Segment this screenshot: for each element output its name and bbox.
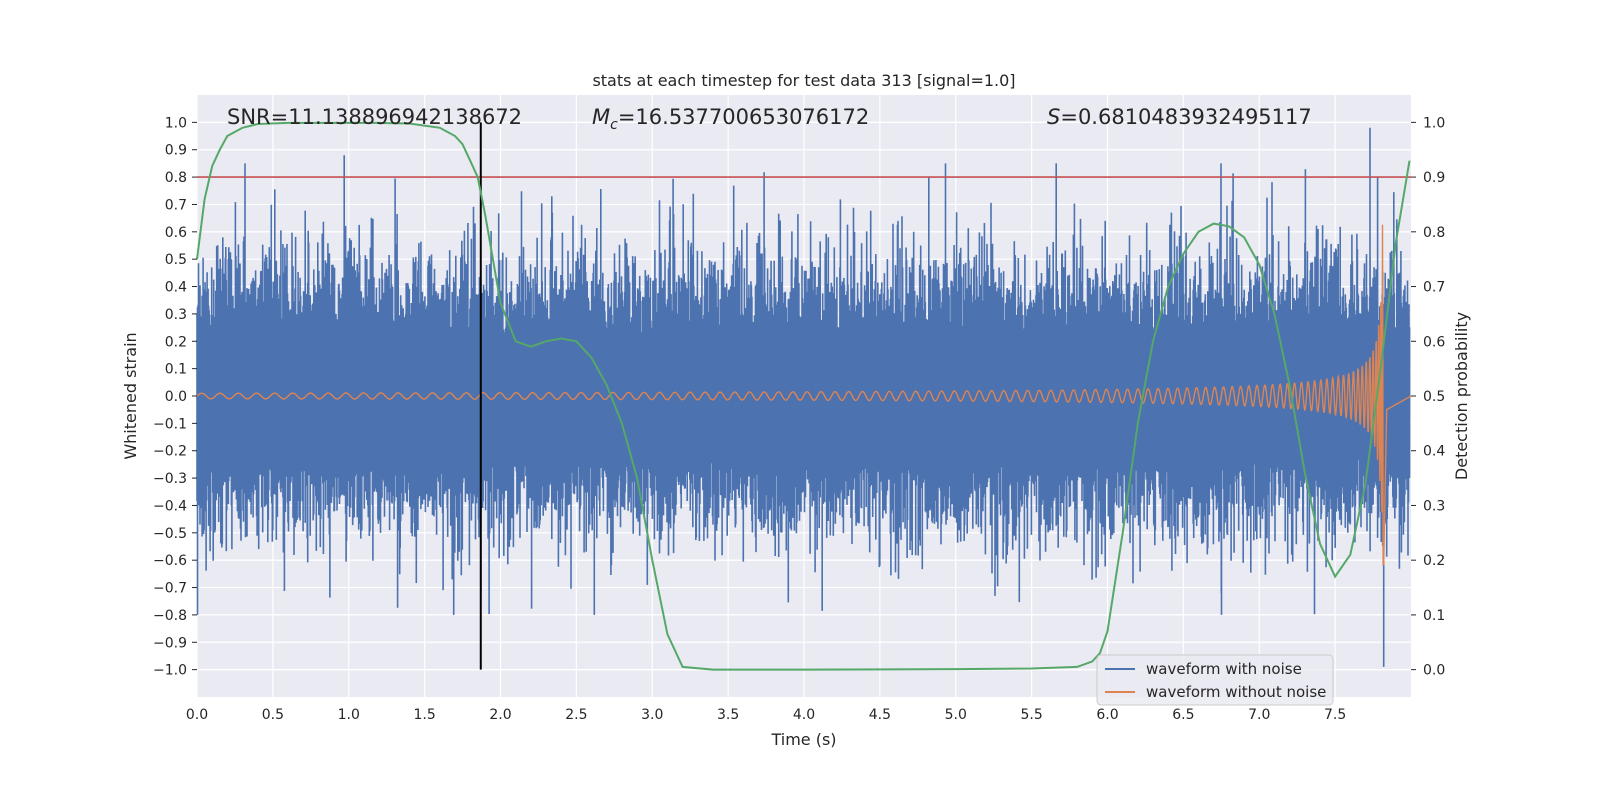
y-tick-label-left: −0.6 bbox=[153, 553, 187, 569]
x-tick-label: 2.5 bbox=[565, 707, 587, 723]
y-axis-label-right: Detection probability bbox=[1452, 312, 1471, 480]
s-value: =0.6810483932495117 bbox=[1060, 105, 1311, 129]
y-tick-label-left: −0.1 bbox=[153, 416, 187, 432]
x-tick-label: 1.0 bbox=[338, 707, 360, 723]
legend-label-noise: waveform with noise bbox=[1146, 660, 1302, 678]
legend-label-clean: waveform without noise bbox=[1146, 683, 1326, 701]
y-tick-label-left: −0.5 bbox=[153, 526, 187, 542]
x-tick-label: 7.0 bbox=[1248, 707, 1270, 723]
y-tick-label-left: 0.3 bbox=[165, 307, 187, 323]
noisy-waveform-band bbox=[197, 341, 1410, 457]
y-tick-label-right: 0.5 bbox=[1423, 389, 1445, 405]
y-tick-label-right: 0.6 bbox=[1423, 334, 1445, 350]
y-tick-label-right: 0.1 bbox=[1423, 608, 1445, 624]
series-waveform-with-noise bbox=[196, 127, 1411, 667]
legend-box bbox=[1096, 654, 1334, 706]
y-tick-label-left: 0.7 bbox=[165, 197, 187, 213]
y-tick-label-left: 0.9 bbox=[165, 143, 187, 159]
y-tick-label-right: 0.0 bbox=[1423, 663, 1445, 679]
x-tick-label: 5.5 bbox=[1020, 707, 1042, 723]
y-tick-label-right: 1.0 bbox=[1423, 115, 1445, 131]
mc-subscript: c bbox=[610, 117, 618, 133]
y-tick-label-right: 0.8 bbox=[1423, 225, 1445, 241]
mc-symbol: M bbox=[592, 105, 610, 129]
y-ticks-left: 1.0 0.9 0.8 0.7 0.6 0.5 0.4 0.3 0.2 0.1 0.0 −0.1 −0.… bbox=[153, 115, 197, 679]
s-symbol: S bbox=[1047, 105, 1060, 129]
y-tick-label-left: −0.4 bbox=[153, 498, 187, 514]
y-tick-label-left: 0.5 bbox=[165, 252, 187, 268]
y-tick-label-left: 0.0 bbox=[165, 389, 187, 405]
legend: waveform with noise waveform without noi… bbox=[1096, 654, 1334, 706]
s-annotation: S=0.6810483932495117 bbox=[1047, 105, 1312, 129]
snr-annotation: SNR=11.138896942138672 bbox=[227, 105, 522, 129]
y-tick-label-left: −0.2 bbox=[153, 444, 187, 460]
x-axis-label: Time (s) bbox=[770, 730, 836, 749]
x-tick-label: 5.0 bbox=[945, 707, 967, 723]
x-tick-label: 6.5 bbox=[1172, 707, 1194, 723]
x-tick-label: 1.5 bbox=[413, 707, 435, 723]
y-tick-label-right: 0.3 bbox=[1423, 498, 1445, 514]
y-tick-label-left: −0.8 bbox=[153, 608, 187, 624]
x-tick-label: 0.0 bbox=[186, 707, 208, 723]
y-tick-label-right: 0.7 bbox=[1423, 280, 1445, 296]
y-tick-label-left: −0.3 bbox=[153, 471, 187, 487]
x-ticks: 0.0 0.5 1.0 1.5 2.0 2.5 3.0 3.5 4.0 4.5 5.0 5.5 6.0 6… bbox=[186, 707, 1346, 723]
chart-title: stats at each timestep for test data 313… bbox=[592, 71, 1015, 90]
x-tick-label: 3.0 bbox=[641, 707, 663, 723]
x-tick-label: 4.5 bbox=[869, 707, 891, 723]
y-tick-label-left: 0.4 bbox=[165, 280, 187, 296]
y-tick-label-right: 0.9 bbox=[1423, 170, 1445, 186]
y-tick-label-left: 0.1 bbox=[165, 362, 187, 378]
x-tick-label: 4.0 bbox=[793, 707, 815, 723]
y-tick-label-left: −1.0 bbox=[153, 663, 187, 679]
y-ticks-right: 1.0 0.9 0.8 0.7 0.6 0.5 0.4 0.3 0.2 0.1 0.0 bbox=[1411, 115, 1445, 679]
y-tick-label-left: −0.7 bbox=[153, 581, 187, 597]
y-tick-label-left: 1.0 bbox=[165, 115, 187, 131]
mc-value: =16.537700653076172 bbox=[618, 105, 869, 129]
series-waveform-without-noise bbox=[196, 224, 1412, 566]
y-axis-label-left: Whitened strain bbox=[121, 332, 140, 459]
x-tick-label: 0.5 bbox=[262, 707, 284, 723]
y-tick-label-left: −0.9 bbox=[153, 635, 187, 651]
chirp-mass-annotation: Mc=16.537700653076172 bbox=[592, 105, 869, 133]
series-detection-probability bbox=[196, 121, 1411, 671]
x-tick-label: 3.5 bbox=[717, 707, 739, 723]
y-tick-label-right: 0.4 bbox=[1423, 444, 1445, 460]
y-tick-label-left: 0.6 bbox=[165, 225, 187, 241]
x-tick-label: 2.0 bbox=[489, 707, 511, 723]
y-tick-label-right: 0.2 bbox=[1423, 553, 1445, 569]
y-tick-label-left: 0.8 bbox=[165, 170, 187, 186]
x-tick-label: 7.5 bbox=[1324, 707, 1346, 723]
y-tick-label-left: 0.2 bbox=[165, 334, 187, 350]
x-tick-label: 6.0 bbox=[1096, 707, 1118, 723]
clean-waveform-path bbox=[196, 224, 1412, 566]
